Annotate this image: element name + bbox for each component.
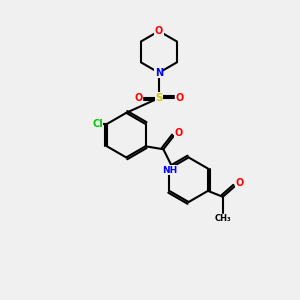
Text: NH: NH	[162, 166, 177, 175]
Text: Cl: Cl	[92, 119, 103, 129]
Text: CH₃: CH₃	[214, 214, 231, 223]
Text: O: O	[235, 178, 243, 188]
Text: O: O	[174, 128, 182, 138]
Text: O: O	[155, 26, 163, 36]
Text: S: S	[155, 93, 163, 103]
Text: O: O	[175, 93, 183, 103]
Text: N: N	[155, 68, 163, 78]
Text: O: O	[135, 93, 143, 103]
